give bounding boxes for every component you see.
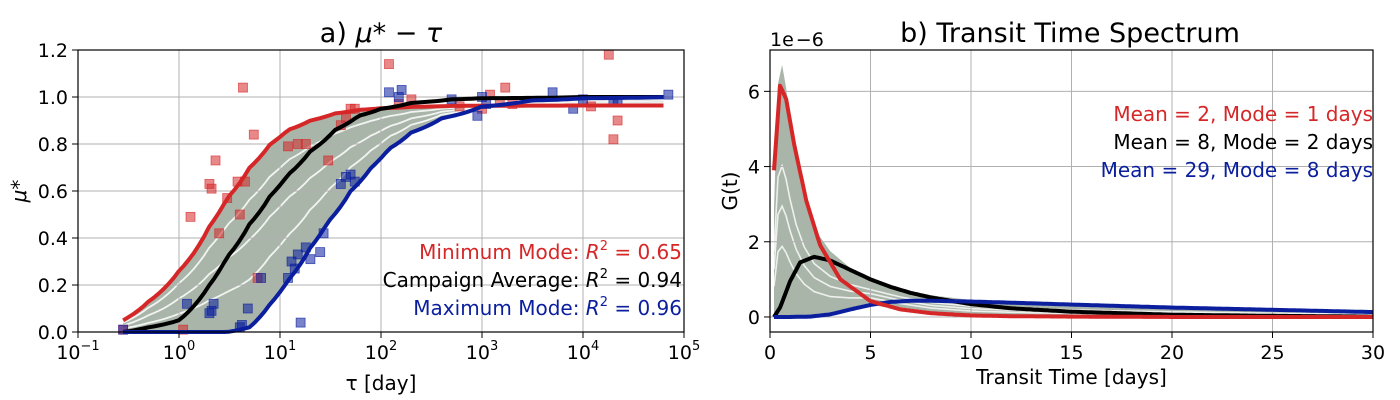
blue-data-point (335, 179, 346, 189)
x-tick-label: 10 (959, 342, 983, 364)
y-tick-label: 0.6 (38, 181, 68, 203)
red-data-point (248, 129, 259, 140)
x-tick-label: 100 (163, 339, 195, 364)
x-tick-label: 15 (1059, 342, 1083, 364)
red-data-point (238, 82, 248, 93)
x-tick-label: 102 (365, 339, 397, 364)
y-tick-label: 0.0 (38, 322, 68, 344)
y-tick-label: 1.2 (38, 40, 68, 62)
y-axis-label-a: μ* (7, 180, 31, 204)
x-tick-label: 10−1 (56, 339, 99, 364)
x-tick-label: 103 (466, 339, 498, 364)
y-offset-label-b: 1e −6 (770, 29, 824, 51)
x-tick-label: 104 (567, 339, 599, 364)
y-axis-label-b: G(t) (718, 172, 742, 211)
red-data-point (214, 228, 225, 239)
panel-b: 0 5 10 15 20 25 30 0 2 4 6 b) Transit Time Spectru… (718, 18, 1385, 389)
blue-data-point (242, 303, 253, 314)
red-data-point (500, 82, 511, 93)
blue-data-point (663, 89, 674, 100)
y-tick-label: 0.4 (38, 228, 68, 250)
short-transit-spectrum-line (772, 83, 1373, 319)
red-data-point (608, 134, 619, 145)
blue-data-point (208, 298, 219, 309)
red-data-point (323, 155, 334, 166)
red-data-point (185, 211, 196, 222)
y-tick-label: 0.8 (38, 134, 68, 156)
y-tick-label: 2 (748, 232, 760, 254)
tick-labels-a: 10−1 100 101 102 103 104 105 0.0 0.2 0.4 0.6 0.8 1.0… (38, 40, 700, 364)
x-tick-label: 20 (1160, 342, 1184, 364)
blue-data-point (292, 249, 303, 260)
spectrum-annotation: Mean = 2, Mode = 1 days (1113, 102, 1373, 126)
blue-data-point (315, 247, 326, 258)
x-tick-label: 30 (1361, 342, 1385, 364)
annotations-a: Minimum Mode: R2 = 0.65 Campaign Average:… (383, 239, 682, 320)
tick-labels-b: 0 5 10 15 20 25 30 0 2 4 6 (748, 81, 1385, 364)
fit-annotation: Campaign Average: R2 = 0.94 (383, 267, 682, 292)
title-a-math: μ* − τ (354, 18, 442, 49)
fit-annotation: Maximum Mode: R2 = 0.96 (413, 295, 682, 320)
red-data-point (603, 49, 614, 60)
red-data-point (178, 324, 189, 335)
y-tick-label: 0 (748, 307, 760, 329)
title-b: b) Transit Time Spectrum (900, 18, 1240, 49)
blue-data-point (384, 87, 394, 98)
red-data-point (234, 209, 245, 220)
red-data-point (384, 59, 394, 69)
blue-data-point (295, 317, 306, 328)
blue-data-point (396, 85, 407, 95)
y-tick-label: 6 (748, 81, 760, 103)
panel-a: 10−1 100 101 102 103 104 105 0.0 0.2 0.4 0.6 0.8 1.0… (7, 18, 700, 395)
red-data-point (210, 155, 221, 166)
red-data-point (612, 115, 623, 126)
red-data-point (283, 141, 293, 152)
ensemble-member-line (123, 102, 664, 330)
blue-data-point (472, 110, 483, 121)
ensemble-member-line (122, 100, 664, 327)
spectrum-ensemble-band (774, 65, 1373, 317)
title-a: a) μ* − τ (320, 18, 443, 49)
red-data-point (300, 139, 311, 149)
offset-exp: −6 (796, 29, 824, 51)
red-data-point (206, 183, 217, 194)
x-axis-label-a: τ [day] (346, 371, 417, 395)
x-tick-label: 0 (764, 342, 776, 364)
y-tick-label: 1.0 (38, 87, 68, 109)
blue-data-point (547, 87, 558, 98)
annotations-b: Mean = 2, Mode = 1 days Mean = 8, Mode = … (1101, 102, 1373, 182)
spectrum-annotation: Mean = 29, Mode = 8 days (1101, 158, 1373, 182)
fit-annotation: Minimum Mode: R2 = 0.65 (419, 239, 682, 264)
x-tick-label: 25 (1260, 342, 1284, 364)
blue-data-point (256, 273, 267, 283)
x-axis-label-b: Transit Time [days] (975, 365, 1167, 389)
long-transit-spectrum-line (774, 298, 1374, 319)
y-tick-label: 0.2 (38, 275, 68, 297)
offset-base: 1e (770, 29, 794, 51)
title-a-prefix: a) (320, 18, 356, 49)
x-tick-label: 105 (668, 339, 700, 364)
x-tick-label: 101 (264, 339, 296, 364)
spectrum-lines-b (772, 83, 1374, 319)
y-tick-label: 4 (748, 157, 760, 179)
x-tick-label: 5 (864, 342, 876, 364)
blue-data-point (182, 298, 192, 309)
spectrum-annotation: Mean = 8, Mode = 2 days (1113, 130, 1373, 154)
